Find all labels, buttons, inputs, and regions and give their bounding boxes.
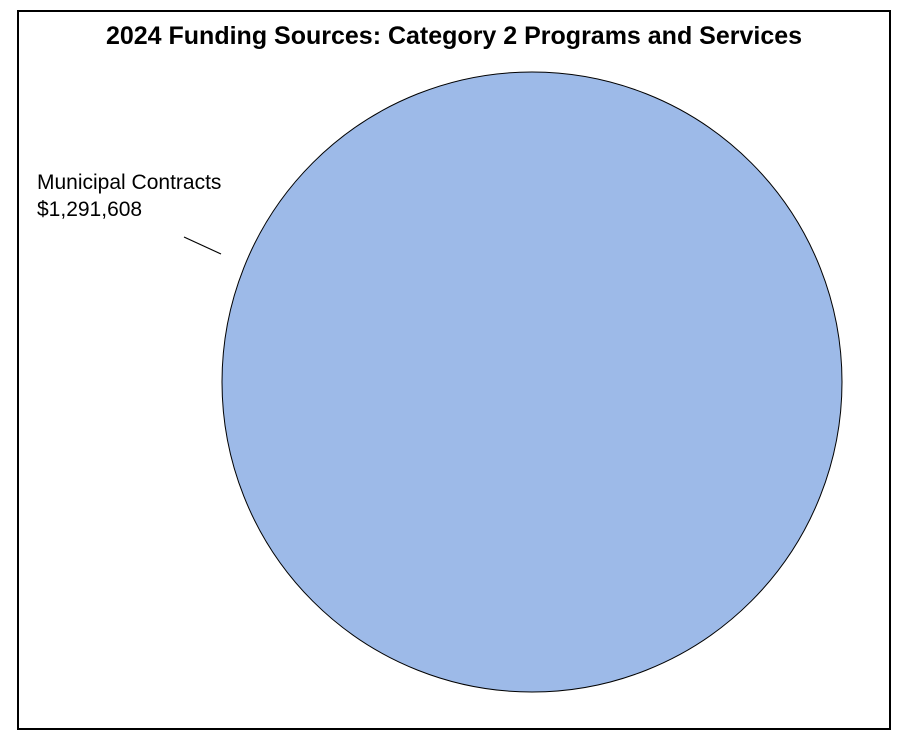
pie-labels: Municipal Contracts $1,291,608 — [37, 171, 222, 255]
pie-slice-value-0: $1,291,608 — [37, 198, 142, 221]
pie-slice-label-0: Municipal Contracts — [37, 171, 221, 194]
pie-slices — [221, 71, 843, 693]
pie-slice-0 — [221, 71, 843, 693]
pie-chart: Municipal Contracts $1,291,608 — [37, 71, 843, 693]
chart-title: 2024 Funding Sources: Category 2 Program… — [105, 22, 803, 50]
pie-leader-line-0 — [183, 236, 222, 255]
